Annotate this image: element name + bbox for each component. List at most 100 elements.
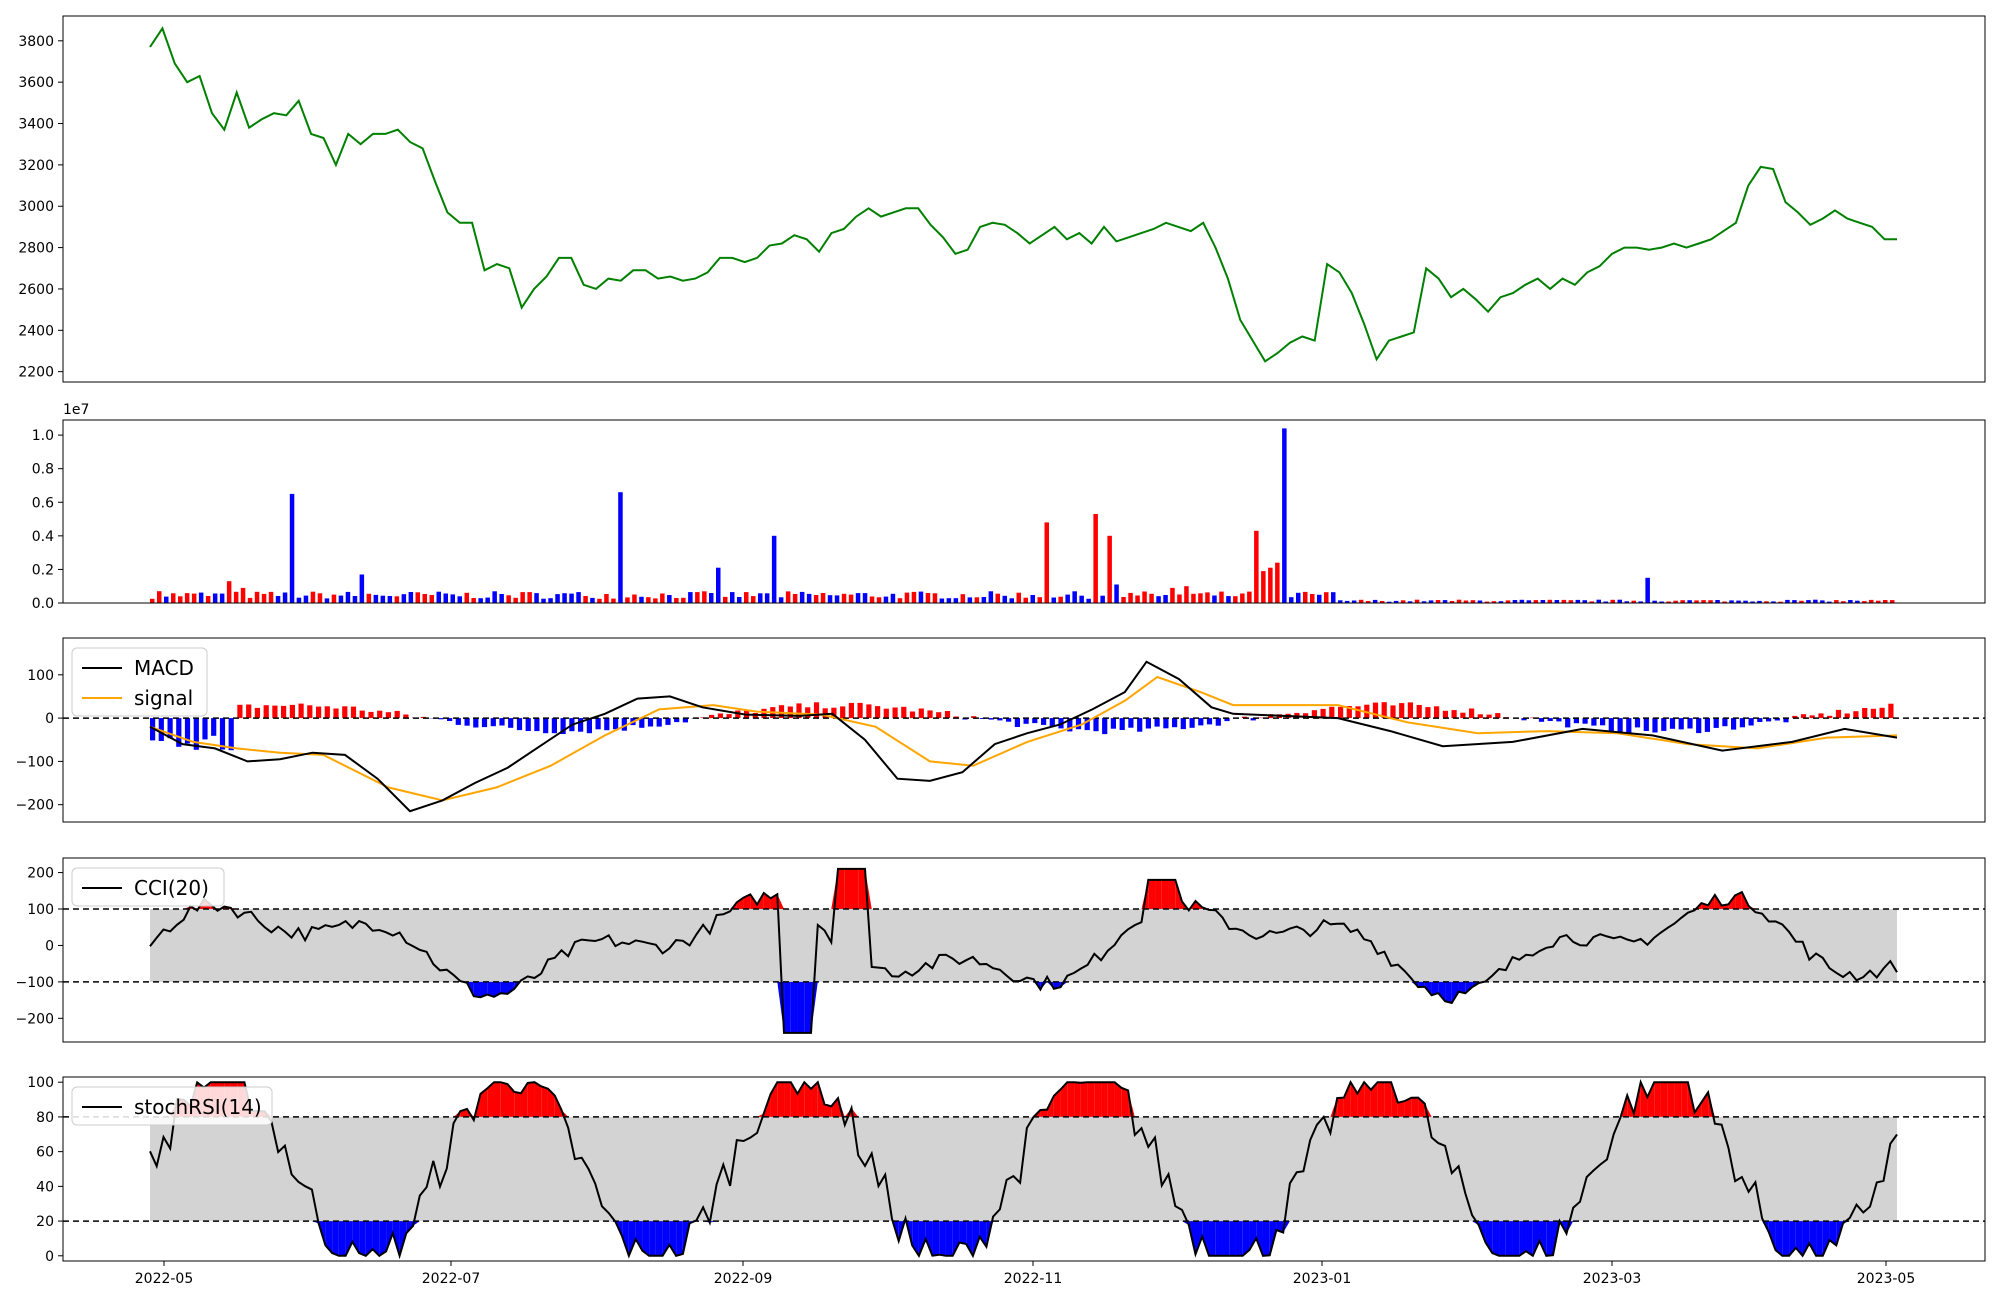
macd-histogram-bar <box>1469 708 1475 719</box>
chart-fill-layer <box>150 868 1897 1256</box>
volume-bar <box>1414 599 1420 603</box>
macd-histogram-bar <box>1067 718 1073 732</box>
volume-bar <box>1331 592 1336 603</box>
volume-bar <box>212 593 218 603</box>
y-tick-label-volume: 0.6 <box>32 495 54 511</box>
volume-offset-label: 1e7 <box>63 402 89 418</box>
macd-histogram-bar <box>726 714 732 719</box>
volume-bar <box>1072 591 1077 603</box>
macd-histogram-bar <box>1180 718 1186 730</box>
volume-bar <box>988 591 994 603</box>
y-tick-label-price: 3600 <box>18 75 54 91</box>
stochrsi-oversold-fill <box>1526 1221 1533 1256</box>
macd-histogram-bar <box>560 718 566 734</box>
y-tick-label-macd: 0 <box>45 711 54 727</box>
macd-histogram-bar <box>1442 710 1448 719</box>
macd-histogram-bar <box>1006 718 1012 722</box>
volume-bar <box>1303 591 1308 603</box>
x-tick-label: 2022-07 <box>422 1271 481 1287</box>
stochrsi-oversold-fill <box>1539 1221 1547 1256</box>
y-tick-label-stochrsi: 20 <box>36 1214 54 1230</box>
volume-bar <box>198 592 204 603</box>
volume-bar <box>974 597 980 603</box>
cci-overbought-fill <box>1161 879 1169 910</box>
cci-oversold-fill <box>473 981 481 998</box>
macd-histogram-bar <box>1084 718 1090 731</box>
macd-histogram-bar <box>516 718 523 731</box>
y-tick-label-stochrsi: 100 <box>27 1075 54 1091</box>
volume-bar <box>1890 600 1895 603</box>
stochrsi-oversold-fill <box>359 1221 366 1256</box>
volume-bar <box>233 591 239 603</box>
volume-bar <box>820 593 826 603</box>
stochrsi-oversold-fill <box>1782 1221 1790 1256</box>
macd-histogram-bar <box>639 718 645 728</box>
macd-histogram-bar <box>735 710 741 719</box>
volume-bar <box>1540 600 1546 603</box>
stochrsi-oversold-fill <box>1215 1221 1223 1256</box>
volume-bar <box>1037 597 1042 603</box>
volume-bar <box>1393 600 1399 603</box>
macd-histogram-bar <box>1338 706 1344 719</box>
macd-histogram-bar <box>473 718 479 728</box>
volume-bar <box>841 593 847 603</box>
volume-bar <box>653 598 658 603</box>
macd-histogram-bar <box>1582 718 1588 724</box>
volume-bar <box>716 567 721 603</box>
macd-histogram-bar <box>1766 718 1772 722</box>
volume-bar <box>1379 601 1385 603</box>
volume-bar <box>1848 600 1853 603</box>
volume-bar <box>674 598 679 603</box>
volume-bar <box>422 594 427 603</box>
stochrsi-oversold-fill <box>386 1221 393 1252</box>
macd-histogram-bar <box>647 718 654 727</box>
macd-histogram-bar <box>1853 711 1859 719</box>
macd-histogram-bar <box>324 706 330 719</box>
volume-bar <box>261 593 267 603</box>
macd-histogram-bar <box>1678 718 1684 730</box>
stochrsi-overbought-fill <box>1397 1101 1405 1117</box>
macd-histogram-bar <box>490 718 496 727</box>
stochrsi-neutral-band <box>150 1116 1897 1222</box>
y-tick-label-cci: 0 <box>45 938 54 954</box>
volume-bar <box>282 592 288 603</box>
stochrsi-oversold-fill <box>1546 1221 1553 1256</box>
x-tick-label: 2022-11 <box>1004 1271 1063 1287</box>
stochrsi-oversold-fill <box>628 1221 636 1256</box>
volume-bar <box>1051 597 1056 603</box>
stochrsi-oversold-fill <box>372 1221 380 1256</box>
stochrsi-overbought-fill <box>500 1082 508 1117</box>
macd-histogram-bar <box>499 718 505 726</box>
volume-bar <box>436 591 441 603</box>
stochrsi-overbought-fill <box>1660 1082 1668 1117</box>
stochrsi-overbought-fill <box>797 1082 805 1117</box>
macd-histogram-bar <box>971 716 977 718</box>
stochrsi-overbought-fill <box>1094 1082 1102 1117</box>
volume-bar <box>443 593 448 603</box>
stochrsi-oversold-fill <box>979 1221 987 1247</box>
stochrsi-overbought-fill <box>1391 1082 1398 1117</box>
volume-bar <box>534 593 539 603</box>
volume-bar <box>751 596 756 603</box>
volume-bar <box>289 493 295 603</box>
volume-bar <box>869 596 875 603</box>
volume-bar <box>1582 600 1587 603</box>
macd-histogram-bar <box>1792 715 1798 719</box>
macd-histogram-bar <box>534 718 540 732</box>
volume-bar <box>1680 600 1685 603</box>
macd-histogram-bar <box>1451 710 1457 719</box>
volume-bar <box>1596 599 1601 603</box>
macd-histogram-bar <box>1521 718 1527 721</box>
volume-bar <box>604 594 609 603</box>
volume-bar <box>1547 599 1553 603</box>
stochrsi-oversold-fill <box>1512 1221 1520 1256</box>
macd-histogram-bar <box>455 718 461 725</box>
macd-histogram-bar <box>709 714 715 719</box>
volume-bar <box>702 591 707 603</box>
macd-histogram-bar <box>1608 718 1614 732</box>
volume-bar <box>492 591 497 603</box>
volume-bar <box>953 598 959 603</box>
stochrsi-oversold-fill <box>1499 1221 1506 1256</box>
volume-bar <box>457 596 462 603</box>
volume-bar <box>1135 595 1140 603</box>
